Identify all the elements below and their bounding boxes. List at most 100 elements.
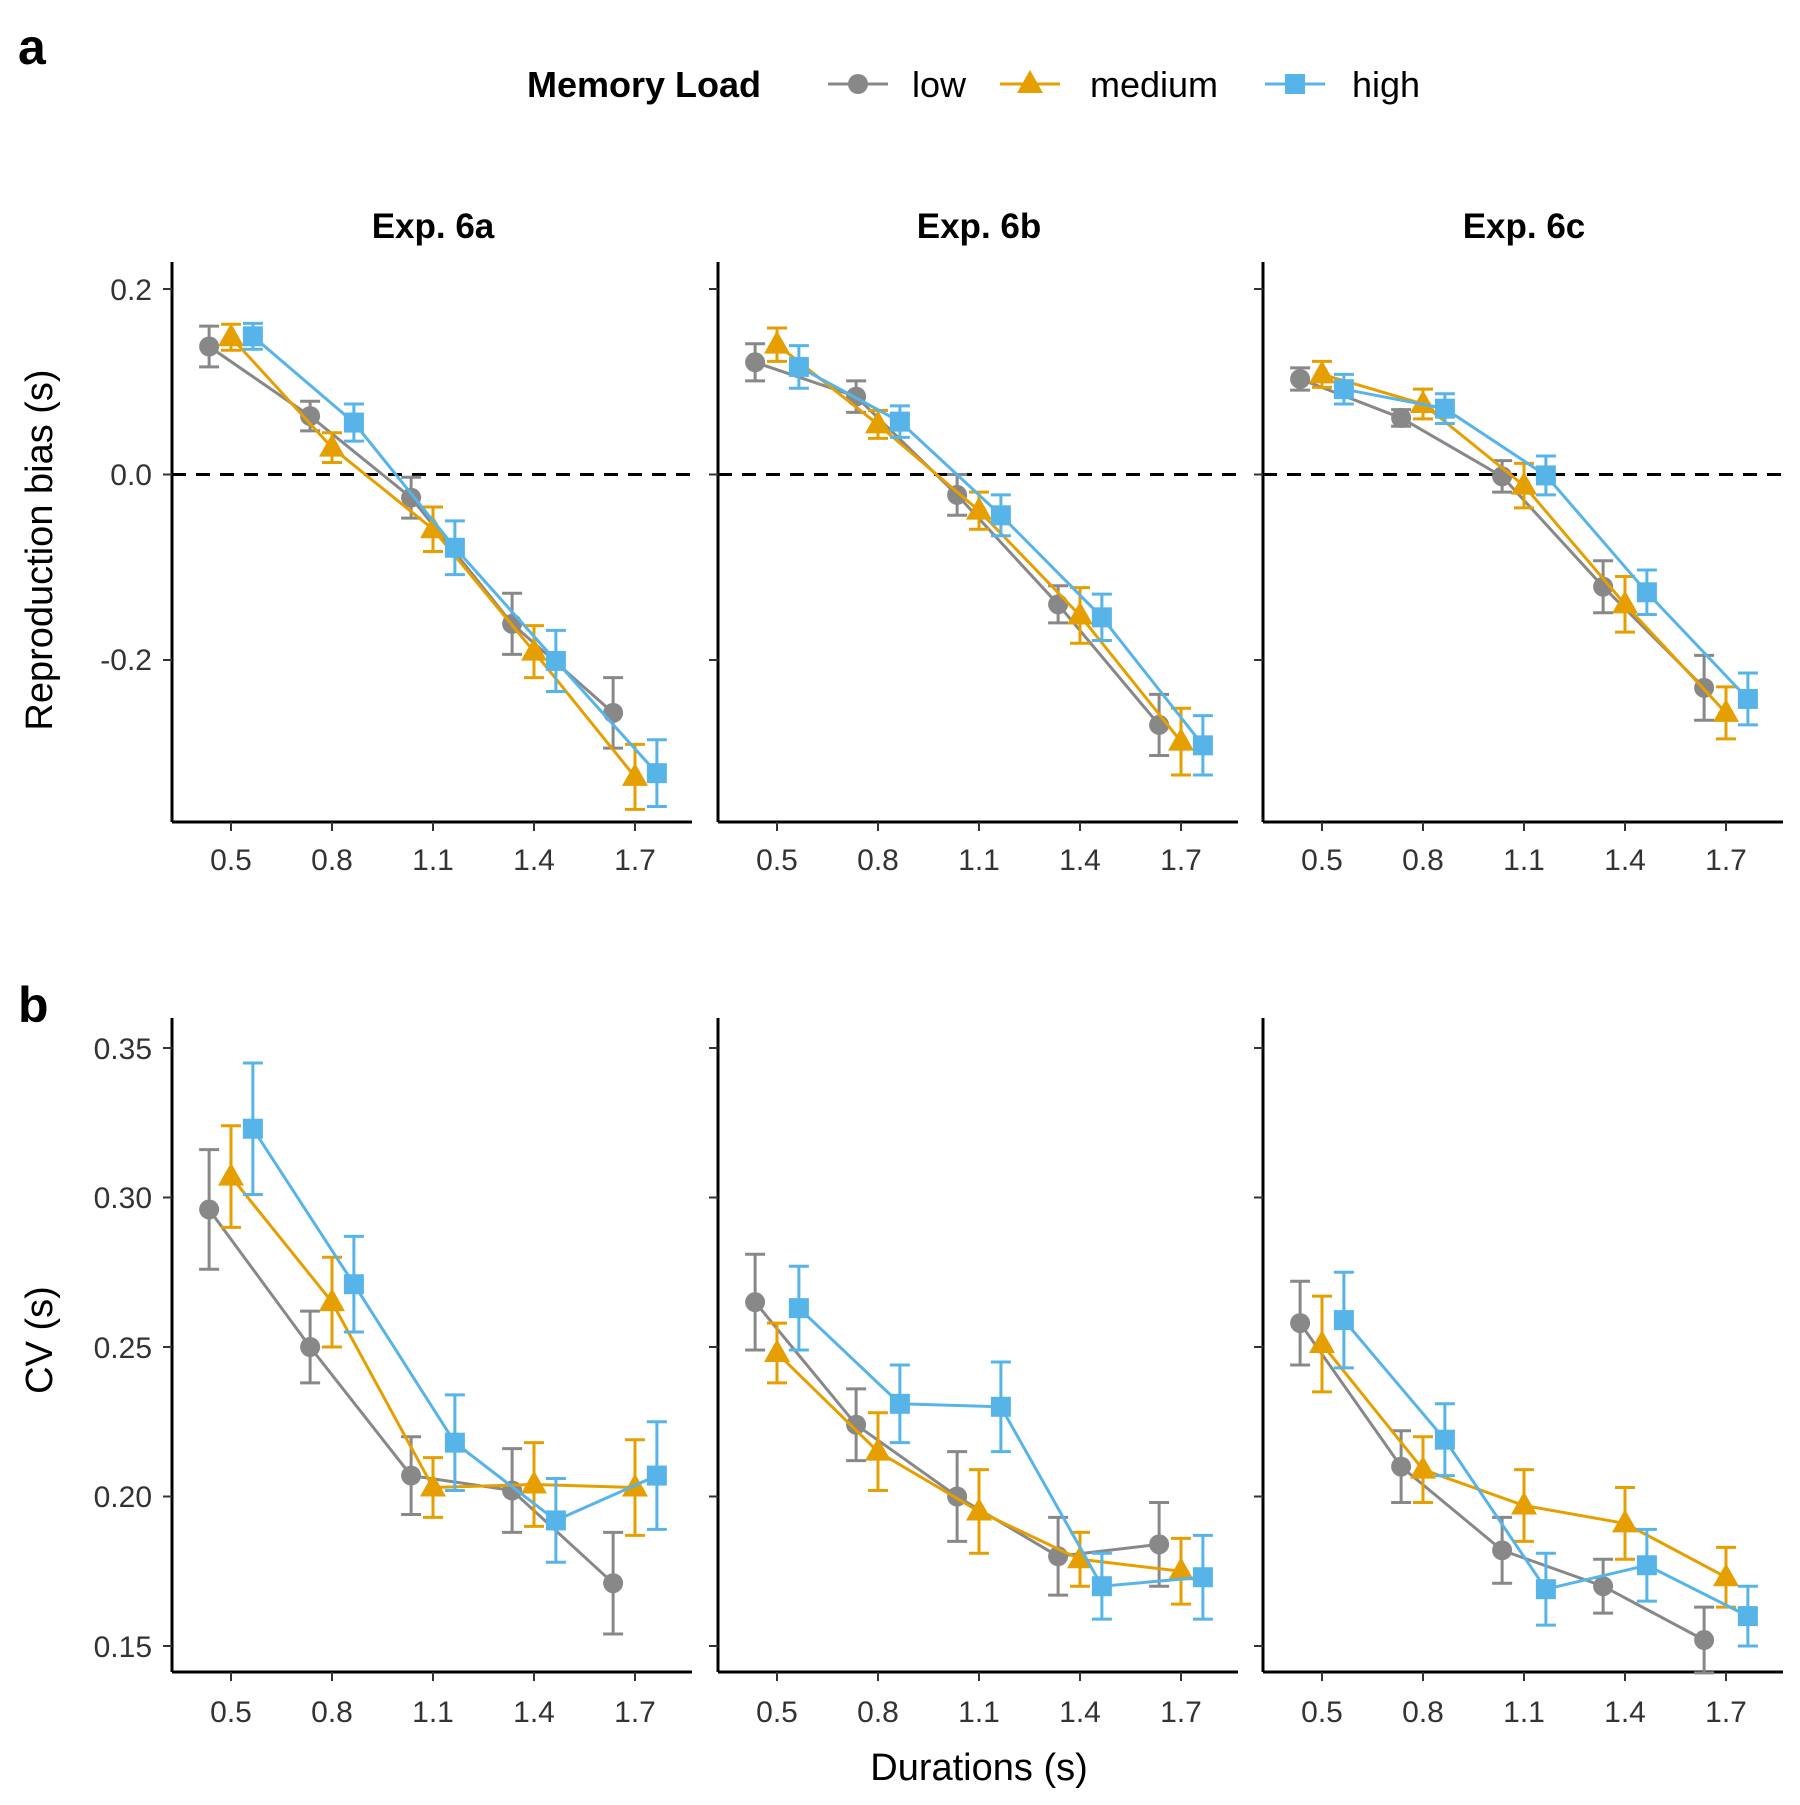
point-high: [889, 411, 910, 432]
legend-key-medium: [1000, 70, 1060, 93]
point-high: [1737, 1606, 1758, 1627]
x-tick-label-a-6c: 0.5: [1301, 844, 1343, 877]
point-high: [1333, 1310, 1354, 1331]
point-medium: [521, 1470, 547, 1494]
point-high: [545, 650, 566, 671]
panel-letter-a: a: [18, 19, 47, 75]
point-high: [1535, 465, 1556, 486]
point-low: [745, 1292, 766, 1313]
facet-title-6b: Exp. 6b: [917, 207, 1041, 246]
x-axis-title: Durations (s): [870, 1747, 1088, 1789]
point-low: [1048, 594, 1069, 615]
y-tick-label-a: 0.0: [110, 459, 152, 492]
point-medium: [319, 1288, 345, 1312]
point-low: [1290, 368, 1311, 389]
point-medium: [1410, 1455, 1436, 1479]
point-medium: [1309, 1330, 1335, 1354]
point-medium: [1067, 601, 1093, 625]
point-medium: [1511, 1491, 1537, 1515]
point-high: [889, 1393, 910, 1414]
point-medium: [1410, 390, 1436, 414]
point-high: [990, 505, 1011, 526]
legend-key-high: [1265, 74, 1325, 94]
x-tick-label-a-6c: 1.4: [1604, 844, 1646, 877]
series-line-high: [1343, 387, 1749, 701]
point-low: [1694, 1630, 1715, 1651]
point-high: [242, 326, 263, 347]
y-tick-label-b: 0.35: [94, 1033, 152, 1066]
x-tick-label-a-6b: 1.1: [958, 844, 1000, 877]
legend-title: Memory Load: [527, 64, 761, 105]
point-medium: [218, 323, 244, 347]
x-tick-label-a-6c: 1.1: [1503, 844, 1545, 877]
point-high: [1091, 1576, 1112, 1597]
point-medium: [865, 1437, 891, 1461]
point-high: [788, 1298, 809, 1319]
x-tick-label-b-6b: 1.4: [1059, 1696, 1101, 1729]
x-tick-label-a-6b: 0.5: [756, 844, 798, 877]
point-high: [444, 537, 465, 558]
point-high: [343, 1274, 364, 1295]
x-tick-label-a-6a: 1.4: [513, 844, 555, 877]
point-medium: [1511, 471, 1537, 495]
y-tick-label-b: 0.20: [94, 1481, 152, 1514]
x-tick-label-a-6c: 1.7: [1705, 844, 1747, 877]
point-low: [401, 487, 422, 508]
point-high: [1535, 1579, 1556, 1600]
point-high: [646, 763, 667, 784]
x-tick-label-a-6a: 1.1: [412, 844, 454, 877]
point-low: [947, 484, 968, 505]
legend: Memory Load low medium high: [527, 64, 1420, 105]
point-low: [1391, 407, 1412, 428]
point-medium: [865, 410, 891, 434]
series-line-high: [798, 365, 1205, 747]
point-low: [1149, 1534, 1170, 1555]
x-tick-label-a-6a: 0.5: [210, 844, 252, 877]
series-line-medium: [229, 336, 637, 778]
point-high: [242, 1118, 263, 1139]
point-medium: [622, 762, 648, 786]
point-low: [1593, 1576, 1614, 1597]
x-tick-label-a-6a: 0.8: [311, 844, 353, 877]
x-tick-label-b-6b: 1.7: [1160, 1696, 1202, 1729]
point-high: [788, 356, 809, 377]
point-high: [545, 1510, 566, 1531]
point-medium: [420, 1473, 446, 1497]
legend-marker-medium: [1017, 70, 1043, 93]
series-line-medium: [776, 343, 1183, 743]
x-tick-label-a-6c: 0.8: [1402, 844, 1444, 877]
point-medium: [966, 1497, 992, 1521]
point-high: [1192, 735, 1213, 756]
facet-title-6c: Exp. 6c: [1463, 207, 1586, 246]
point-high: [1192, 1567, 1213, 1588]
point-low: [199, 1199, 220, 1220]
x-tick-label-b-6c: 1.4: [1604, 1696, 1646, 1729]
point-high: [990, 1396, 1011, 1417]
point-high: [1737, 688, 1758, 709]
x-tick-label-b-6b: 1.1: [958, 1696, 1000, 1729]
x-tick-label-b-6a: 1.1: [412, 1696, 454, 1729]
legend-label-low: low: [912, 64, 967, 105]
series-line-medium: [229, 1175, 636, 1490]
x-tick-label-b-6a: 1.7: [614, 1696, 656, 1729]
point-high: [1636, 1555, 1657, 1576]
x-tick-label-b-6c: 1.7: [1705, 1696, 1747, 1729]
x-tick-label-b-6c: 0.8: [1402, 1696, 1444, 1729]
y-tick-label-b: 0.30: [94, 1182, 152, 1215]
x-tick-label-a-6b: 1.7: [1160, 844, 1202, 877]
point-high: [1091, 607, 1112, 628]
point-low: [1492, 1540, 1513, 1561]
legend-label-medium: medium: [1090, 64, 1218, 105]
point-high: [444, 1432, 465, 1453]
y-tick-label-a: 0.2: [110, 274, 152, 307]
x-tick-label-b-6b: 0.5: [756, 1696, 798, 1729]
point-medium: [218, 1162, 244, 1186]
point-low: [300, 1337, 321, 1357]
panel-letter-b: b: [18, 977, 49, 1033]
point-medium: [1612, 1509, 1638, 1533]
point-medium: [319, 433, 345, 457]
x-tick-label-a-6a: 1.7: [614, 844, 656, 877]
point-medium: [1168, 727, 1194, 751]
